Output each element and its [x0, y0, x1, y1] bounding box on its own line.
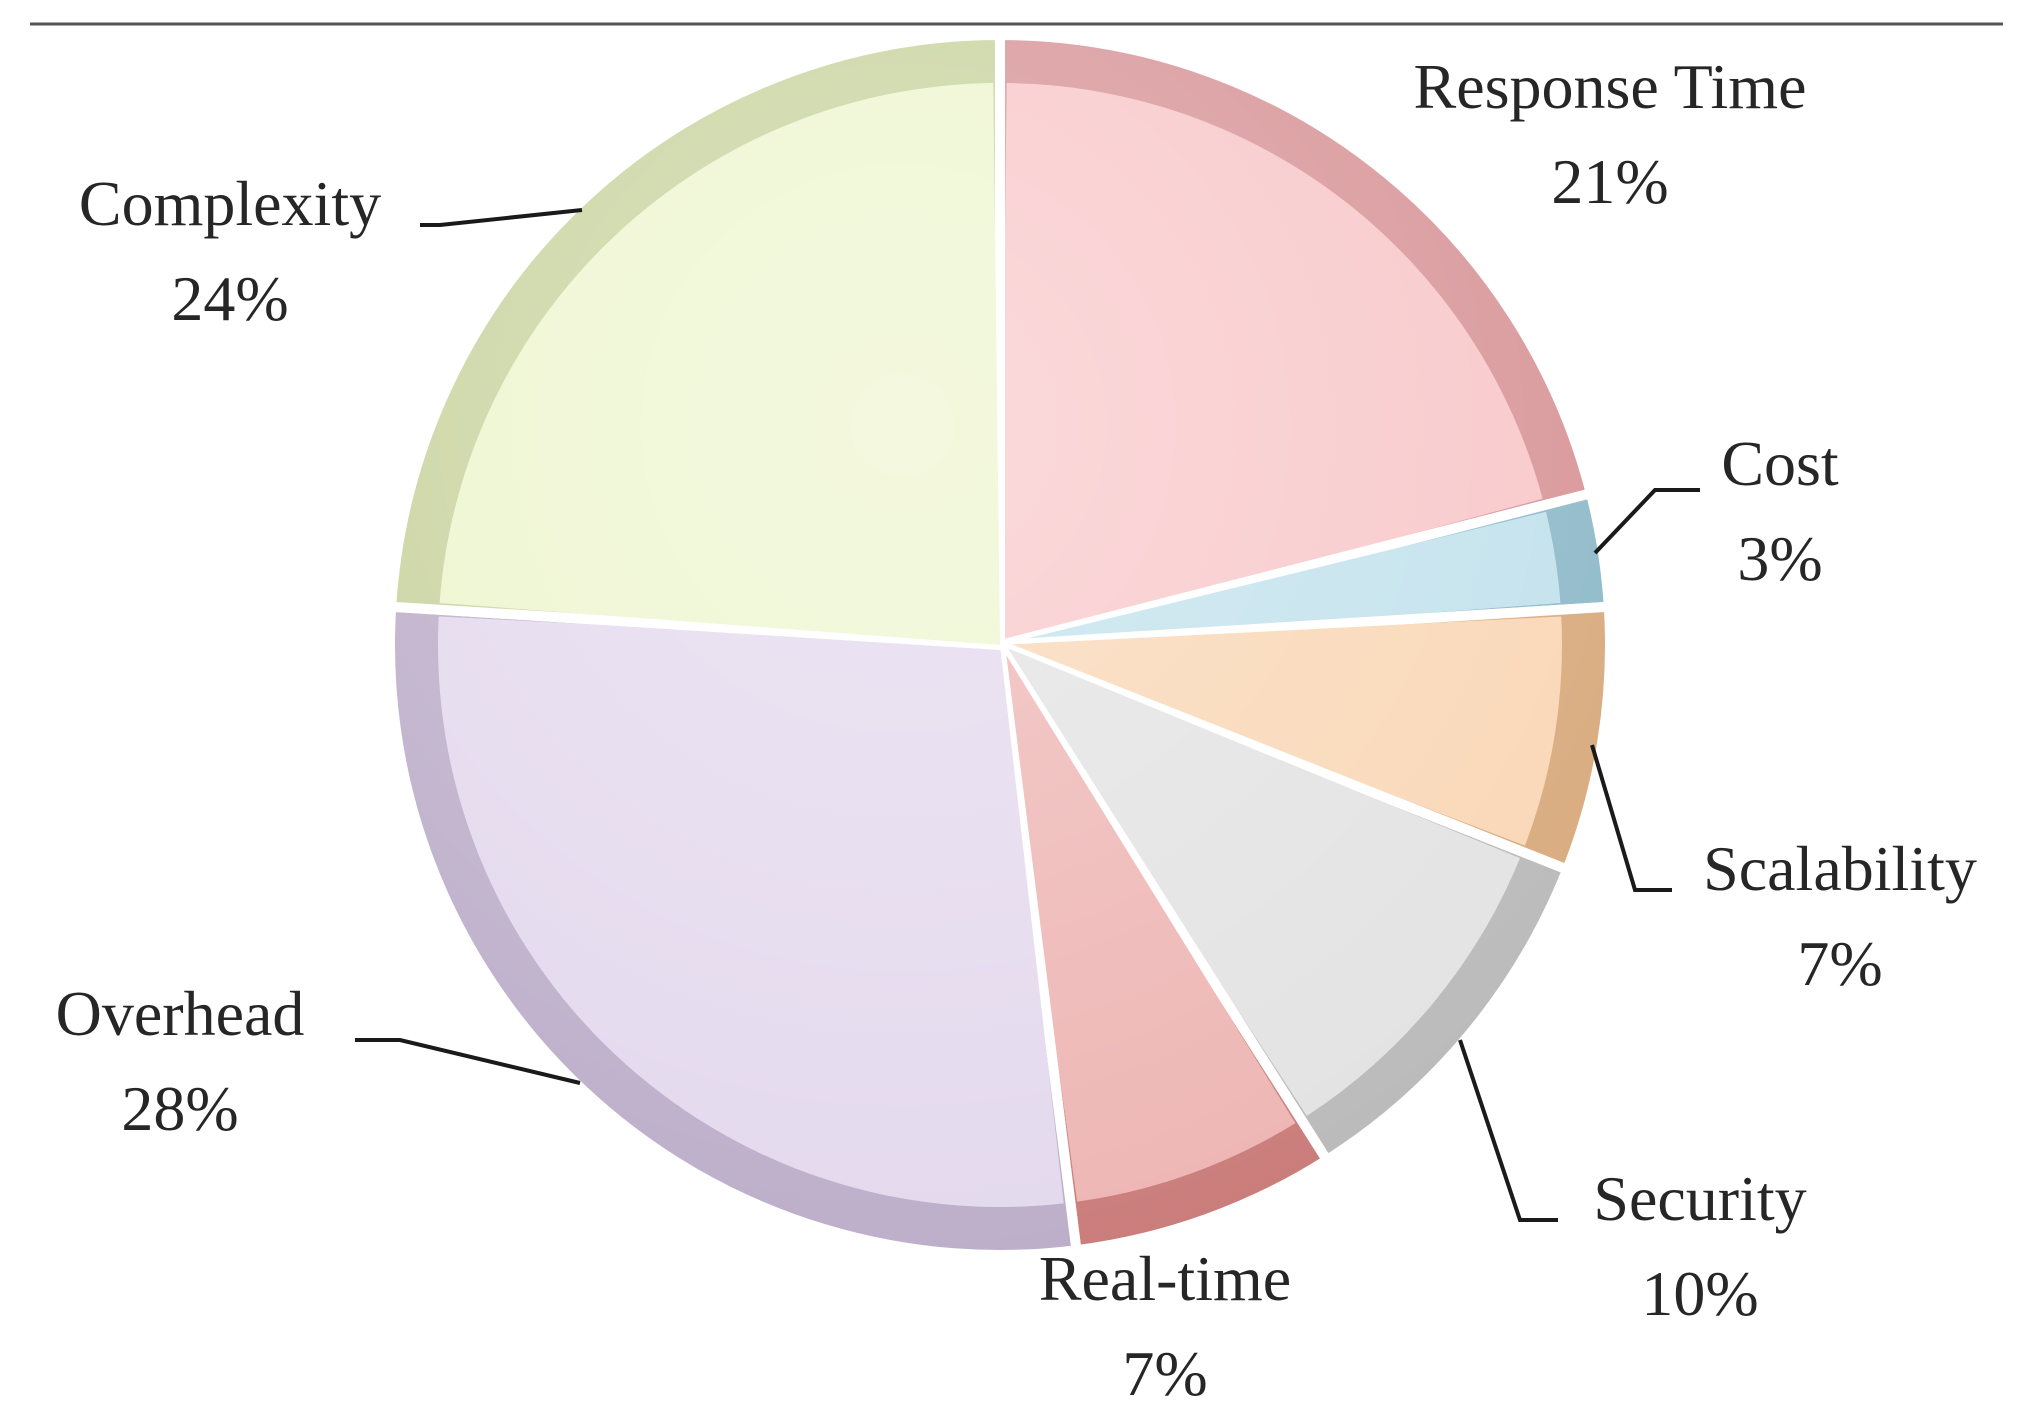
slice-labels: Response Time 21% Cost 3% Scalability 7% Secur…: [56, 51, 1977, 1409]
slice-label-value: 21%: [1551, 146, 1668, 217]
leader-line: [1593, 488, 1700, 555]
slice-label-value: 28%: [121, 1073, 238, 1144]
slice-label-name: Security: [1593, 1163, 1806, 1234]
slice-face: [439, 83, 1000, 646]
slice-label-name: Complexity: [79, 168, 381, 239]
leader-line: [420, 208, 583, 227]
slice-label-name: Overhead: [56, 978, 305, 1049]
leader-lines: [355, 208, 1700, 1222]
leader-line: [1458, 1039, 1558, 1222]
slice-label-value: 7%: [1797, 928, 1882, 999]
leader-line: [355, 1038, 581, 1085]
slice-label-value: 3%: [1737, 523, 1822, 594]
slice-label-name: Real-time: [1039, 1243, 1291, 1314]
slice-face: [438, 616, 1064, 1207]
pie-slice-complexity: [386, 30, 1005, 650]
leader-line: [1590, 744, 1672, 892]
pie-slice-overhead: [385, 601, 1082, 1260]
pie-slices: [385, 30, 1616, 1260]
slice-label-value: 24%: [171, 263, 288, 334]
slice-label-name: Cost: [1721, 428, 1839, 499]
slice-label-value: 10%: [1641, 1258, 1758, 1329]
slice-label-name: Response Time: [1414, 51, 1807, 122]
slice-label-name: Scalability: [1703, 833, 1977, 904]
slice-label-value: 7%: [1122, 1338, 1207, 1409]
